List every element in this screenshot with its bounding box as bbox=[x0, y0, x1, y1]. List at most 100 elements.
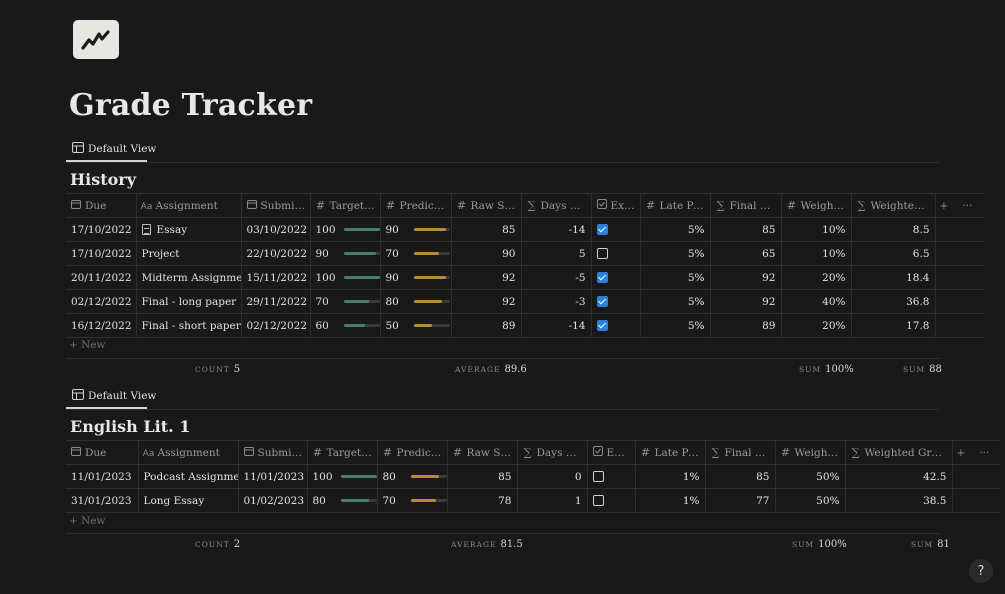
column-header[interactable]: ∑ Final Gr... bbox=[710, 193, 782, 218]
column-header[interactable]: ∑ Weighted Grade bbox=[845, 440, 953, 465]
target-grade-cell[interactable]: 100 bbox=[310, 265, 381, 290]
days-late-cell[interactable]: -3 bbox=[521, 289, 592, 314]
submitted-cell[interactable]: 01/02/2023 bbox=[238, 488, 308, 513]
predicted-grade-cell[interactable]: 70 bbox=[380, 241, 452, 266]
excused-checkbox[interactable] bbox=[592, 471, 604, 482]
weighted-grade-cell[interactable]: 18.4 bbox=[851, 265, 936, 290]
due-cell[interactable]: 16/12/2022 bbox=[66, 313, 137, 338]
table-row[interactable]: 11/01/2023 Podcast Assignment 11/01/2023 10… bbox=[66, 464, 1001, 489]
predicted-grade-cell[interactable]: 90 bbox=[380, 265, 452, 290]
default-view-tab[interactable]: Default View bbox=[66, 138, 162, 160]
raw-score-cell[interactable]: 92 bbox=[451, 265, 522, 290]
due-cell[interactable]: 17/10/2022 bbox=[66, 217, 137, 242]
submitted-cell[interactable]: 29/11/2022 bbox=[241, 289, 311, 314]
table-row[interactable]: 17/10/2022 Essay 03/10/2022 100 90 85 -14 5% 85 1… bbox=[66, 217, 984, 242]
column-header[interactable]: Due bbox=[66, 193, 137, 218]
assignment-cell[interactable]: Final - long paper bbox=[136, 289, 242, 314]
weighted-grade-cell[interactable]: 6.5 bbox=[851, 241, 936, 266]
final-grade-cell[interactable]: 65 bbox=[710, 241, 782, 266]
late-penalty-cell[interactable]: 1% bbox=[635, 488, 706, 513]
late-penalty-cell[interactable]: 5% bbox=[640, 217, 711, 242]
raw-score-cell[interactable]: 90 bbox=[451, 241, 522, 266]
table-row[interactable]: 16/12/2022 Final - short paper 02/12/2022 6… bbox=[66, 313, 984, 338]
assignment-cell[interactable]: Final - short paper bbox=[136, 313, 242, 338]
raw-score-cell[interactable]: 85 bbox=[451, 217, 522, 242]
assignment-cell[interactable]: Essay bbox=[136, 217, 242, 242]
weighting-cell[interactable]: 20% bbox=[781, 265, 852, 290]
column-header[interactable]: # Weighting bbox=[781, 193, 852, 218]
predicted-grade-cell[interactable]: 80 bbox=[380, 289, 452, 314]
final-grade-cell[interactable]: 89 bbox=[710, 313, 782, 338]
column-header[interactable]: ∑ Final Gr... bbox=[705, 440, 776, 465]
column-header[interactable]: # Target G... bbox=[307, 440, 378, 465]
database-title[interactable]: English Lit. 1 bbox=[70, 417, 191, 436]
count-calc[interactable]: COUNT 5 bbox=[195, 364, 240, 375]
submitted-cell[interactable]: 15/11/2022 bbox=[241, 265, 311, 290]
target-grade-cell[interactable]: 70 bbox=[310, 289, 381, 314]
weighting-cell[interactable]: 50% bbox=[775, 488, 846, 513]
column-header[interactable]: # Weighting bbox=[775, 440, 846, 465]
table-row[interactable]: 17/10/2022 Project 22/10/2022 90 70 90 5 5% 65 10… bbox=[66, 241, 984, 266]
new-row-button[interactable]: + New bbox=[69, 515, 106, 527]
column-header[interactable]: #Late Pen... bbox=[635, 440, 706, 465]
due-cell[interactable]: 20/11/2022 bbox=[66, 265, 137, 290]
default-view-tab[interactable]: Default View bbox=[66, 385, 162, 407]
final-grade-cell[interactable]: 85 bbox=[705, 464, 776, 489]
submitted-cell[interactable]: 11/01/2023 bbox=[238, 464, 308, 489]
predicted-grade-cell[interactable]: 90 bbox=[380, 217, 452, 242]
assignment-cell[interactable]: Midterm Assignment bbox=[136, 265, 242, 290]
final-grade-cell[interactable]: 77 bbox=[705, 488, 776, 513]
weighting-cell[interactable]: 50% bbox=[775, 464, 846, 489]
excused-checkbox[interactable] bbox=[592, 495, 604, 506]
due-cell[interactable]: 02/12/2022 bbox=[66, 289, 137, 314]
days-late-cell[interactable]: 0 bbox=[517, 464, 588, 489]
column-header[interactable]: ∑ Days Late bbox=[521, 193, 592, 218]
excused-checkbox[interactable] bbox=[596, 224, 608, 235]
help-button[interactable]: ? bbox=[969, 559, 993, 583]
due-cell[interactable]: 31/01/2023 bbox=[66, 488, 139, 513]
column-header[interactable]: Exc... bbox=[591, 193, 641, 218]
weighted-sum-calc[interactable]: SUM 81 bbox=[911, 539, 950, 550]
weighted-grade-cell[interactable]: 38.5 bbox=[845, 488, 953, 513]
raw-score-cell[interactable]: 92 bbox=[451, 289, 522, 314]
column-header[interactable]: #Late Pen... bbox=[640, 193, 711, 218]
column-header[interactable]: ∑ Days Late bbox=[517, 440, 588, 465]
column-header[interactable]: Aa Assignment bbox=[138, 440, 239, 465]
weighting-cell[interactable]: 20% bbox=[781, 313, 852, 338]
target-grade-cell[interactable]: 60 bbox=[310, 313, 381, 338]
more-options-icon[interactable]: ··· bbox=[979, 446, 990, 459]
column-header[interactable]: Aa Assignment bbox=[136, 193, 242, 218]
submitted-cell[interactable]: 03/10/2022 bbox=[241, 217, 311, 242]
weighting-cell[interactable]: 10% bbox=[781, 241, 852, 266]
column-header[interactable]: Submitted bbox=[238, 440, 308, 465]
target-grade-cell[interactable]: 80 bbox=[307, 488, 378, 513]
target-grade-cell[interactable]: 100 bbox=[307, 464, 378, 489]
weighting-sum-calc[interactable]: SUM 100% bbox=[799, 364, 854, 375]
days-late-cell[interactable]: -5 bbox=[521, 265, 592, 290]
excused-checkbox[interactable] bbox=[596, 272, 608, 283]
column-header[interactable]: Due bbox=[66, 440, 139, 465]
count-calc[interactable]: COUNT 2 bbox=[195, 539, 240, 550]
weighted-grade-cell[interactable]: 42.5 bbox=[845, 464, 953, 489]
assignment-cell[interactable]: Long Essay bbox=[138, 488, 239, 513]
days-late-cell[interactable]: -14 bbox=[521, 217, 592, 242]
column-header[interactable]: Submitted bbox=[241, 193, 311, 218]
weighted-grade-cell[interactable]: 8.5 bbox=[851, 217, 936, 242]
column-header[interactable]: #Raw Score bbox=[451, 193, 522, 218]
predicted-grade-cell[interactable]: 50 bbox=[380, 313, 452, 338]
table-row[interactable]: 02/12/2022 Final - long paper 29/11/2022 70… bbox=[66, 289, 984, 314]
weighting-sum-calc[interactable]: SUM 100% bbox=[792, 539, 847, 550]
column-header[interactable]: ∑ Weighted Gr... bbox=[851, 193, 936, 218]
assignment-cell[interactable]: Project bbox=[136, 241, 242, 266]
raw-score-cell[interactable]: 85 bbox=[447, 464, 518, 489]
due-cell[interactable]: 11/01/2023 bbox=[66, 464, 139, 489]
late-penalty-cell[interactable]: 5% bbox=[640, 241, 711, 266]
add-column-icon[interactable]: + bbox=[939, 199, 949, 212]
average-calc[interactable]: AVERAGE 89.6 bbox=[455, 364, 527, 375]
days-late-cell[interactable]: -14 bbox=[521, 313, 592, 338]
excused-checkbox[interactable] bbox=[596, 320, 608, 331]
table-row[interactable]: 31/01/2023 Long Essay 01/02/2023 80 70 78 1 1% 7… bbox=[66, 488, 1001, 513]
column-header[interactable]: # Target G... bbox=[310, 193, 381, 218]
submitted-cell[interactable]: 02/12/2022 bbox=[241, 313, 311, 338]
average-calc[interactable]: AVERAGE 81.5 bbox=[451, 539, 523, 550]
